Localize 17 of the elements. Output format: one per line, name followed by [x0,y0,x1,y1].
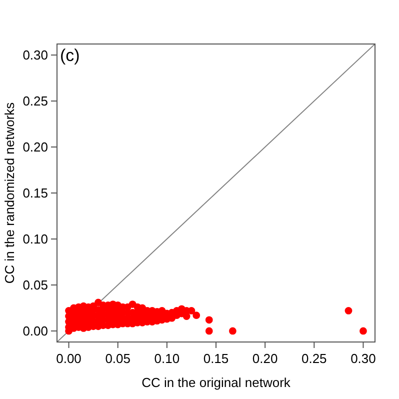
annotation: (c) [60,46,80,65]
x-tick-label: 0.15 [203,351,229,366]
y-tick-label: 0.30 [22,48,48,63]
y-axis-title: CC in the randomized networks [2,102,17,284]
x-axis-title: CC in the original network [142,375,291,390]
x-tick-label: 0.30 [350,351,376,366]
x-tick-label: 0.05 [105,351,131,366]
x-tick-label: 0.20 [252,351,278,366]
y-tick-label: 0.10 [22,232,48,247]
y-tick-label: 0.20 [22,140,48,155]
x-tick-label: 0.25 [301,351,327,366]
y-tick-label: 0.25 [22,94,48,109]
y-tick-label: 0.15 [22,186,48,201]
y-tick-label: 0.05 [22,278,48,293]
x-tick-label: 0.10 [154,351,180,366]
y-tick-label: 0.00 [22,324,48,339]
x-tick-label: 0.00 [56,351,82,366]
